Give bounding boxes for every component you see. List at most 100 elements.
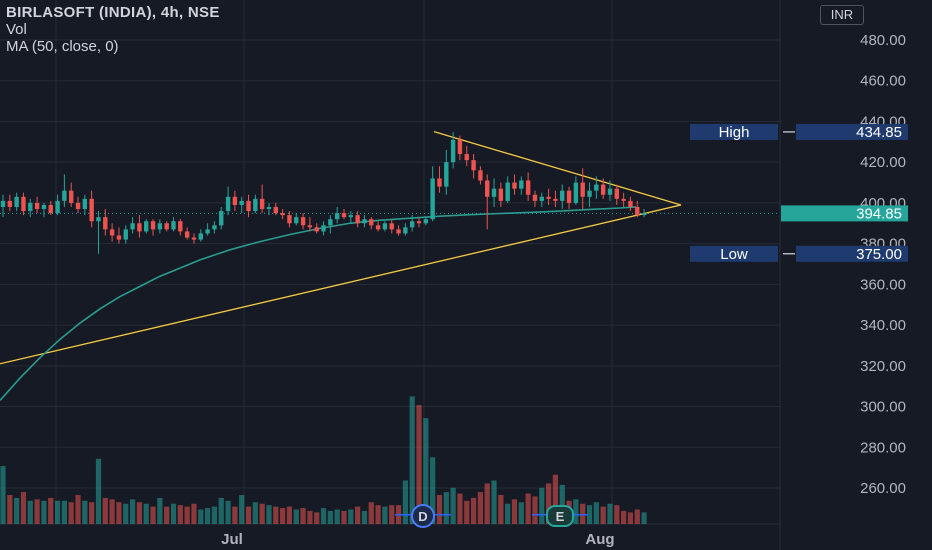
volume-bar (136, 502, 142, 524)
volume-bar (150, 506, 156, 524)
volume-bar (518, 502, 524, 524)
event-marker-e[interactable]: E (532, 505, 588, 527)
volume-bar (7, 495, 13, 524)
candle-body (123, 229, 128, 240)
volume-bar (82, 500, 88, 524)
candle-body (7, 200, 13, 207)
volume-bar (368, 502, 374, 524)
candle-body (491, 188, 497, 197)
volume-bar (505, 503, 511, 524)
candle-body (485, 180, 490, 197)
volume-bar (14, 497, 20, 524)
time-axis[interactable]: Jul Aug (221, 531, 614, 548)
candle-body (355, 215, 360, 224)
volume-bar (218, 497, 224, 524)
low-price-tag: Low 375.00 (690, 245, 908, 263)
price-axis[interactable]: 480.00460.00440.00420.00400.00380.00360.… (860, 32, 906, 497)
chart-grid (0, 0, 781, 550)
candle-body (389, 223, 394, 230)
currency-button[interactable]: INR (820, 5, 864, 25)
volume-bar (355, 506, 361, 524)
candle-body (471, 160, 476, 171)
price-labels: High 434.85 Low 375.00 394.85 (690, 123, 908, 263)
event-marker-label: D (418, 509, 427, 524)
y-tick-label: 340.00 (860, 317, 906, 334)
high-price-tag-label-bg (690, 123, 778, 140)
chart-legend: BIRLASOFT (INDIA), 4h, NSE Vol MA (50, c… (6, 4, 220, 55)
volume-bar (75, 495, 81, 524)
high-price-tag-label-text: High (719, 124, 750, 141)
candle-body (341, 213, 347, 218)
volume-bar (205, 508, 211, 524)
volume-bar (593, 502, 599, 524)
candle-body (464, 154, 469, 161)
y-tick-label: 300.00 (860, 399, 906, 416)
candlesticks (0, 131, 647, 254)
volume-bar (34, 499, 40, 524)
trendline (433, 131, 682, 206)
candle-body (375, 225, 381, 230)
candle-body (614, 188, 619, 199)
candle-body (594, 184, 599, 191)
candle-body (607, 188, 613, 195)
candle-body (498, 188, 504, 201)
candle-body (266, 206, 272, 210)
indicator-volume[interactable]: Vol (6, 21, 27, 38)
candle-body (314, 227, 319, 232)
candle-body (34, 202, 40, 210)
last-price-tag: 394.85 (781, 205, 908, 222)
volume-bar (600, 506, 606, 524)
y-tick-label: 320.00 (860, 358, 906, 375)
symbol-title[interactable]: BIRLASOFT (INDIA), 4h, NSE (6, 4, 220, 21)
volume-bar (334, 509, 340, 524)
volume-bar (484, 483, 490, 524)
volume-bar (245, 506, 252, 524)
volume-bar (525, 493, 531, 524)
candle-body (478, 170, 483, 181)
candle-body (62, 190, 67, 201)
volume-bar (116, 502, 122, 524)
candle-body (369, 219, 374, 226)
candle-body (184, 231, 190, 238)
high-price-tag: High 434.85 (690, 123, 908, 141)
candle-body (239, 200, 244, 205)
y-tick-label: 360.00 (860, 276, 906, 293)
candle-body (157, 223, 163, 230)
volume-bar (614, 505, 620, 524)
volume-bar (27, 500, 33, 524)
volume-bar (20, 492, 27, 524)
last-price-bg (781, 205, 908, 222)
event-marker-d[interactable]: D (395, 504, 451, 528)
candle-body (109, 229, 115, 236)
volume-bar (430, 457, 436, 524)
volume-bar (573, 499, 579, 524)
earnings-marker-shape (546, 505, 574, 527)
volume-bar (266, 505, 272, 524)
ma-line (0, 206, 637, 401)
volume-bar (123, 503, 129, 524)
candle-body (232, 196, 238, 205)
volume-bar (102, 497, 108, 524)
low-price-tag-label-bg (690, 245, 778, 262)
candle-body (307, 225, 313, 228)
candle-body (382, 223, 388, 230)
indicator-ma[interactable]: MA (50, close, 0) (6, 38, 119, 55)
candle-body (69, 190, 74, 203)
candle-body (253, 198, 258, 212)
volume-bar (61, 500, 67, 524)
candle-body (437, 178, 442, 187)
volume-bars (0, 396, 647, 524)
volume-bar (273, 506, 279, 524)
candle-body (396, 229, 401, 234)
volume-bar (314, 512, 320, 524)
volume-bar (464, 500, 470, 524)
volume-bar (48, 497, 54, 524)
volume-bar (546, 483, 552, 524)
candle-body (328, 219, 333, 226)
x-tick-label: Jul (221, 531, 243, 548)
volume-bar (511, 499, 518, 524)
volume-bar (607, 503, 613, 524)
volume-bar (252, 502, 258, 524)
